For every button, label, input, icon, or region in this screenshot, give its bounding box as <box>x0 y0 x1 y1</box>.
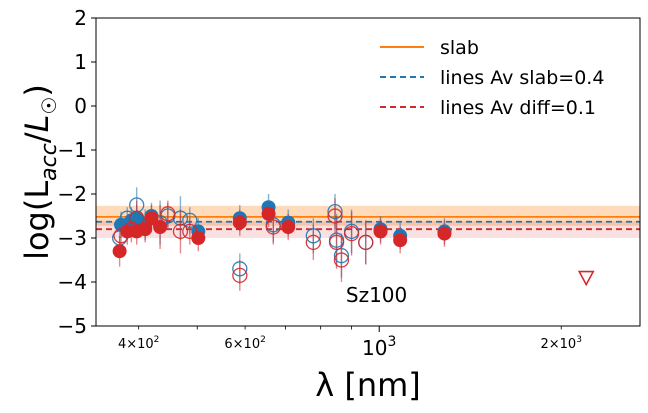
data-point-1-24 <box>373 224 388 239</box>
data-point-1-22 <box>343 225 360 242</box>
data-point-1-6 <box>138 222 153 237</box>
data-point-1-19 <box>327 208 343 224</box>
x-axis-ticks: 103 4×102 6×102 2×103 <box>118 326 582 360</box>
y-axis-label: log(Lacc/L☉) <box>18 84 62 260</box>
legend-label-1: lines Av slab=0.4 <box>440 67 604 89</box>
data-points <box>111 197 595 287</box>
legend-label-0: slab <box>440 37 479 59</box>
data-point-0-21 <box>333 247 350 264</box>
data-point-1-13 <box>232 215 247 230</box>
y-tick-label-3: −1 <box>58 138 87 162</box>
plot-frame <box>95 17 641 327</box>
x-axis-label: λ [nm] <box>315 366 421 404</box>
y-axis-label-sun: ☉ <box>37 97 61 115</box>
y-tick-label-1: 1 <box>74 50 87 74</box>
data-point-1-17 <box>281 220 296 234</box>
y-axis-label-subscript: acc <box>37 143 62 181</box>
data-point-1-25 <box>393 233 408 248</box>
legend-label-2: lines Av diff=0.1 <box>440 97 596 119</box>
data-point-0-18 <box>305 228 321 244</box>
y-tick-label-2: 0 <box>74 94 87 118</box>
data-point-0-11 <box>182 212 198 229</box>
data-point-1-9 <box>160 206 176 222</box>
data-point-1-18 <box>305 234 321 251</box>
y-axis-label-rest: / <box>18 132 56 143</box>
y-tick-label-7: −5 <box>58 314 87 338</box>
x-minor-tick-label-1: 6×102 <box>224 335 265 352</box>
annotation-label: Sz100 <box>346 283 407 307</box>
data-point-1-15 <box>261 206 276 221</box>
y-axis-label-close: ) <box>18 84 56 96</box>
y-tick-label-0: 2 <box>74 6 87 30</box>
upper-limit-marker <box>577 270 595 287</box>
data-point-1-10 <box>172 223 189 240</box>
x-minor-tick-label-0: 4×102 <box>118 335 159 352</box>
y-tick-label-4: −2 <box>58 182 87 206</box>
data-point-1-20 <box>328 234 345 251</box>
x-major-tick-label-0: 103 <box>362 334 396 360</box>
y-axis-ticks: 2 1 0 −1 −2 −3 −4 −5 <box>58 6 96 338</box>
data-point-1-21 <box>333 252 350 268</box>
y-tick-label-5: −3 <box>58 226 87 250</box>
data-point-1-7 <box>144 211 159 226</box>
data-point-1-8 <box>153 220 168 234</box>
data-point-0-19 <box>327 203 343 220</box>
x-minor-tick-label-2: 2×103 <box>540 335 581 352</box>
data-point-1-0 <box>112 244 127 259</box>
data-point-0-14 <box>232 261 248 277</box>
slab-band <box>96 205 640 226</box>
data-point-1-14 <box>232 267 248 284</box>
data-point-1-16 <box>265 219 281 235</box>
y-tick-label-6: −4 <box>58 270 87 294</box>
data-point-1-23 <box>358 234 374 251</box>
y-axis-label-l: L <box>18 115 56 133</box>
legend: slab lines Av slab=0.4 lines Av diff=0.1 <box>380 37 604 119</box>
data-point-1-12 <box>191 231 206 245</box>
data-point-1-26 <box>437 226 452 241</box>
